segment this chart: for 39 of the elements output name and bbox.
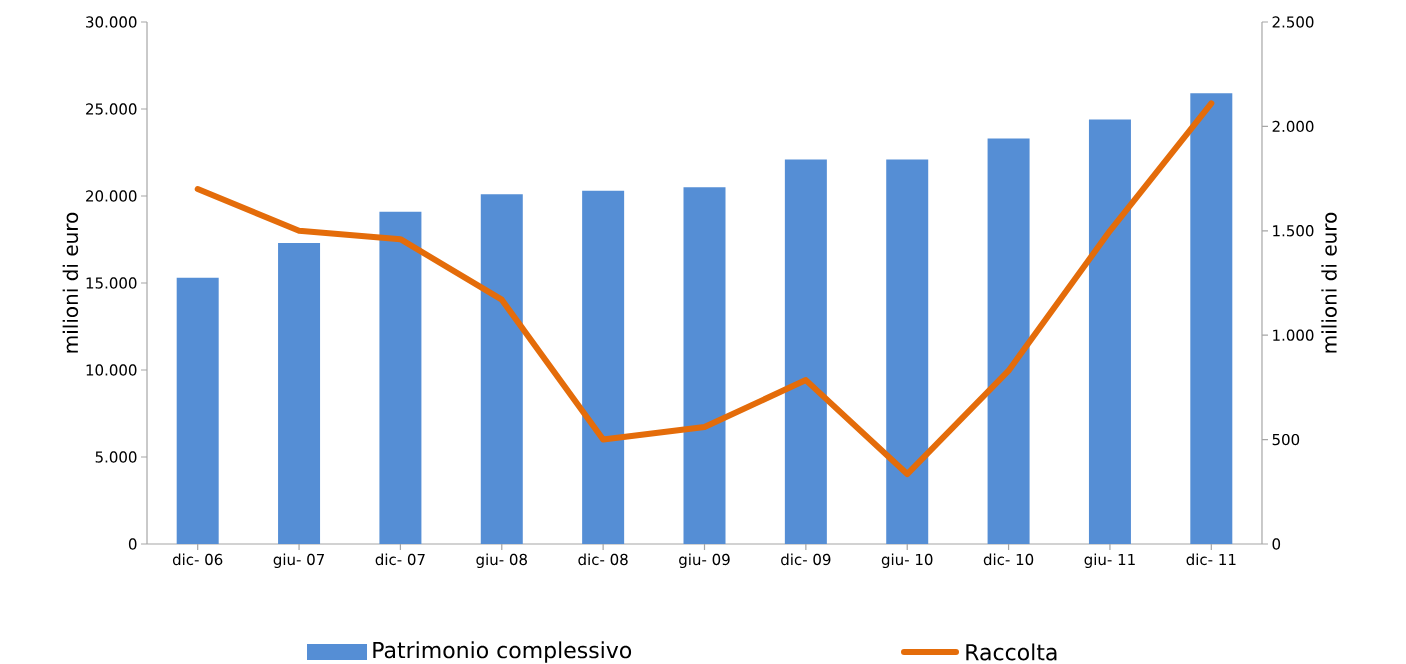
legend-label: Patrimonio complessivo <box>373 641 632 663</box>
x-tick-label: dic- 08 <box>578 553 628 566</box>
bar <box>379 211 422 544</box>
y-tick-label: 5.000 <box>95 451 137 463</box>
x-tick-label: dic- 06 <box>172 553 223 566</box>
y-tick-label: 20.000 <box>86 190 137 202</box>
bar <box>1088 119 1131 544</box>
y2-tick-label: 500 <box>1272 433 1300 446</box>
legend-label: Raccolta <box>966 643 1057 661</box>
bar <box>886 159 929 544</box>
x-tick-label: dic- 07 <box>375 553 425 566</box>
x-tick-label: giu- 07 <box>273 553 324 569</box>
x-tick-label: dic- 11 <box>1186 553 1236 566</box>
bar <box>480 194 523 544</box>
x-tick-label: giu- 08 <box>476 553 527 569</box>
y-tick-label: 10.000 <box>86 364 137 376</box>
bar <box>683 187 726 544</box>
y2-tick-label: 2.500 <box>1272 16 1314 28</box>
y-tick-label: 30.000 <box>86 16 137 28</box>
bar <box>1190 93 1233 544</box>
y-tick-label: 15.000 <box>86 277 137 289</box>
y2-axis-title: milioni di euro <box>1321 212 1337 353</box>
y-axis-title: milioni di euro <box>62 212 79 353</box>
bar <box>278 242 321 544</box>
bar <box>176 277 219 544</box>
bar <box>784 159 827 544</box>
y2-tick-label: 2.000 <box>1272 120 1314 133</box>
x-tick-label: giu- 09 <box>679 553 730 569</box>
x-tick-label: giu- 11 <box>1084 553 1135 569</box>
y-tick-label: 0 <box>128 538 137 550</box>
y2-tick-label: 1.000 <box>1273 329 1314 341</box>
x-tick-label: giu- 10 <box>881 553 933 569</box>
bar <box>582 190 625 544</box>
y2-tick-label: 0 <box>1272 538 1281 550</box>
x-tick-label: dic- 09 <box>781 553 831 566</box>
y-tick-label: 25.000 <box>86 103 137 115</box>
x-tick-label: dic- 10 <box>983 553 1034 566</box>
y2-tick-label: 1.500 <box>1273 225 1314 237</box>
bar <box>987 138 1030 544</box>
